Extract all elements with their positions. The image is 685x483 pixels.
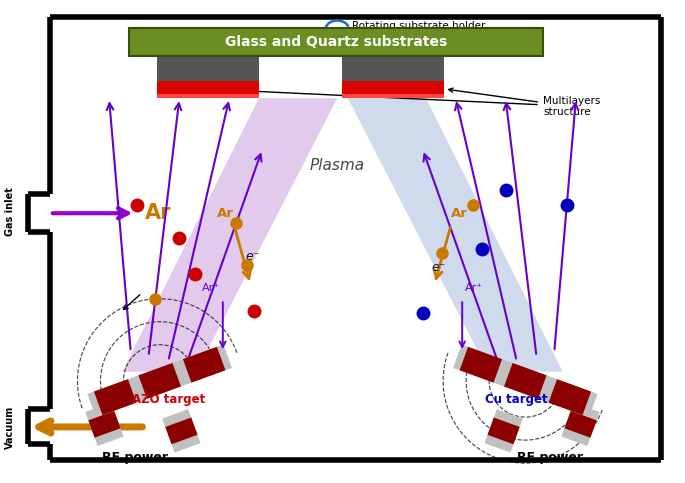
Text: Gas inlet: Gas inlet: [5, 187, 15, 236]
Text: Vacuum: Vacuum: [5, 405, 15, 449]
Text: Cu target: Cu target: [486, 393, 548, 406]
Text: Ar⁺: Ar⁺: [202, 283, 220, 293]
Polygon shape: [86, 403, 123, 446]
Bar: [157, 81, 259, 94]
Bar: [342, 81, 445, 94]
Polygon shape: [504, 363, 547, 399]
Polygon shape: [549, 379, 591, 415]
Text: Ar: Ar: [451, 207, 468, 219]
Text: RF power: RF power: [516, 451, 583, 464]
Text: Plasma: Plasma: [310, 158, 365, 173]
Polygon shape: [484, 409, 523, 453]
Bar: [342, 57, 445, 83]
Text: Glass and Quartz substrates: Glass and Quartz substrates: [225, 35, 447, 49]
Text: Ar⁺: Ar⁺: [465, 283, 483, 293]
Polygon shape: [488, 417, 520, 444]
Text: e⁻: e⁻: [245, 250, 260, 263]
Text: Ar: Ar: [145, 203, 172, 223]
Text: e⁻: e⁻: [432, 261, 446, 274]
Text: RF power: RF power: [102, 451, 169, 464]
Bar: [342, 94, 445, 98]
Polygon shape: [460, 347, 502, 383]
Text: AZO target: AZO target: [132, 393, 205, 406]
Polygon shape: [94, 379, 136, 415]
Polygon shape: [564, 411, 597, 438]
Polygon shape: [162, 409, 201, 453]
Polygon shape: [165, 417, 197, 444]
Text: Multilayers
structure: Multilayers structure: [449, 88, 601, 117]
Polygon shape: [183, 347, 225, 383]
Polygon shape: [453, 344, 597, 417]
Bar: [129, 28, 543, 56]
Polygon shape: [88, 344, 232, 417]
Polygon shape: [122, 98, 337, 372]
Polygon shape: [348, 98, 563, 372]
Polygon shape: [562, 403, 599, 446]
Bar: [157, 57, 259, 83]
Text: Ar: Ar: [217, 207, 234, 219]
Bar: [157, 94, 259, 98]
Polygon shape: [88, 411, 121, 438]
Polygon shape: [138, 363, 181, 399]
Text: Rotating substrate holder: Rotating substrate holder: [352, 21, 486, 31]
